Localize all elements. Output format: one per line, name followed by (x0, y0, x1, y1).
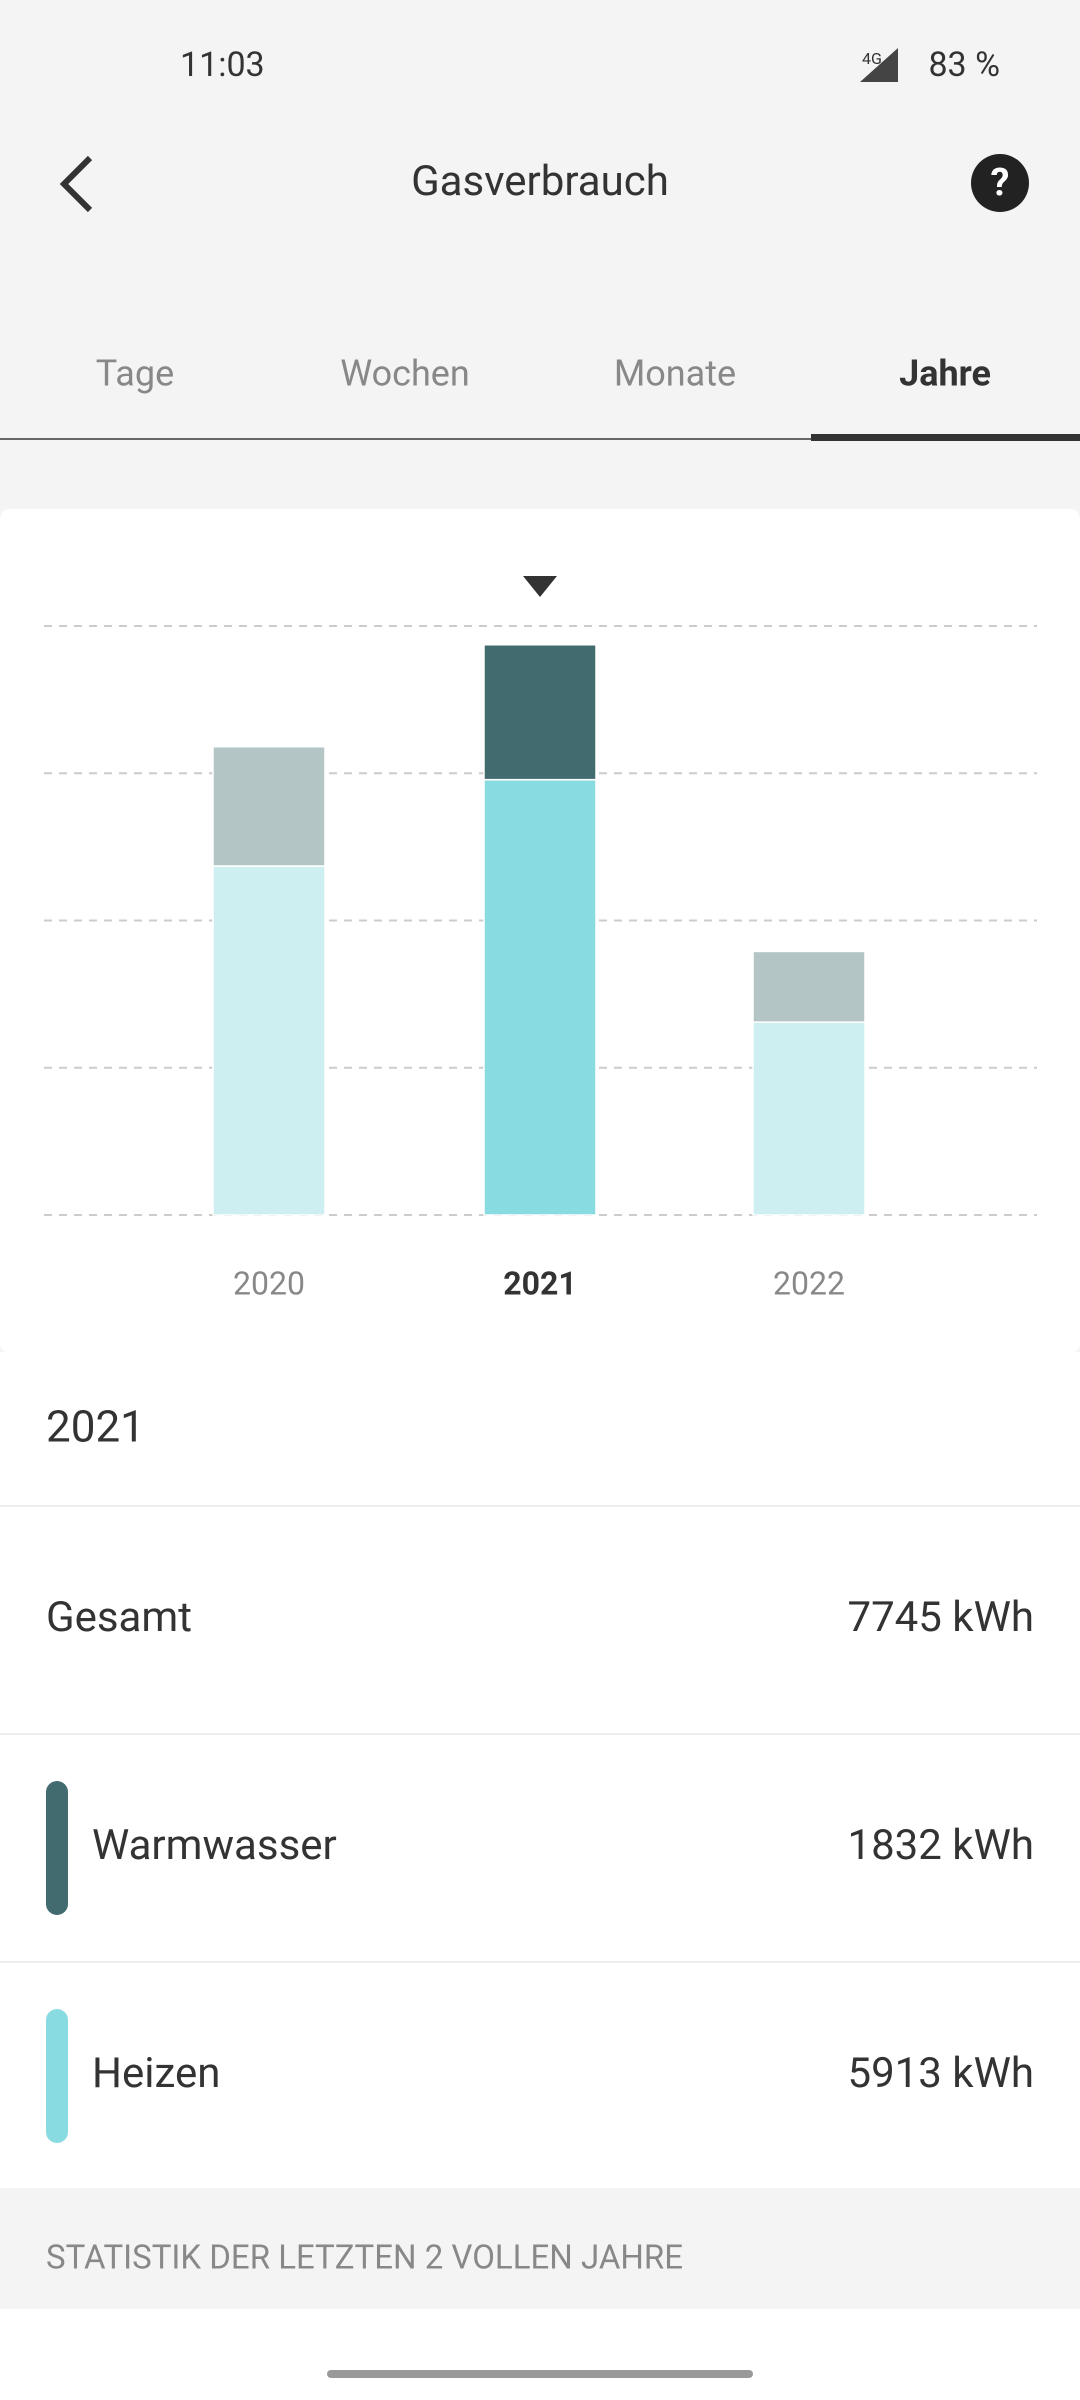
row-value: 7745 kWh (847, 1593, 1034, 1642)
tab[interactable]: Wochen (340, 353, 470, 395)
signal-icon (860, 48, 898, 82)
section-title: STATISTIK DER LETZTEN 2 VOLLEN JAHRE (46, 2239, 683, 2278)
row-label: Warmwasser (92, 1821, 337, 1870)
details-year: 2021 (46, 1401, 145, 1453)
x-tick-label[interactable]: 2022 (773, 1264, 845, 1302)
details-card (0, 1352, 1080, 2188)
tab[interactable]: Jahre (899, 353, 991, 395)
help-button[interactable]: ? (971, 154, 1029, 212)
row-label: Gesamt (46, 1593, 192, 1642)
x-tick-label[interactable]: 2021 (503, 1264, 576, 1302)
status-time: 11:03 (180, 45, 265, 85)
bar-segment[interactable] (752, 1021, 866, 1216)
selection-marker (523, 576, 557, 597)
battery: 83 % (928, 45, 1000, 85)
tab-indicator (811, 434, 1080, 441)
legend-swatch (46, 2009, 68, 2143)
legend-swatch (46, 1781, 68, 1915)
bar-segment[interactable] (483, 778, 597, 1216)
row-label: Heizen (92, 2049, 220, 2098)
header-title: Gasverbrauch (411, 157, 669, 206)
tab[interactable]: Monate (614, 353, 736, 395)
row-value: 5913 kWh (847, 2049, 1034, 2098)
help-icon: ? (991, 161, 1010, 205)
bar-segment[interactable] (483, 644, 597, 781)
network: 4G (862, 49, 882, 68)
help-circle (971, 154, 1029, 212)
bottom-card (0, 2309, 1080, 2400)
home-indicator (327, 2370, 753, 2378)
bar-segment[interactable] (752, 950, 866, 1023)
bar-segment[interactable] (212, 745, 326, 867)
tab[interactable]: Tage (96, 353, 174, 395)
x-tick-label[interactable]: 2020 (233, 1264, 305, 1302)
bar-segment[interactable] (212, 865, 326, 1216)
back-button[interactable] (59, 155, 93, 213)
row-value: 1832 kWh (847, 1821, 1034, 1870)
